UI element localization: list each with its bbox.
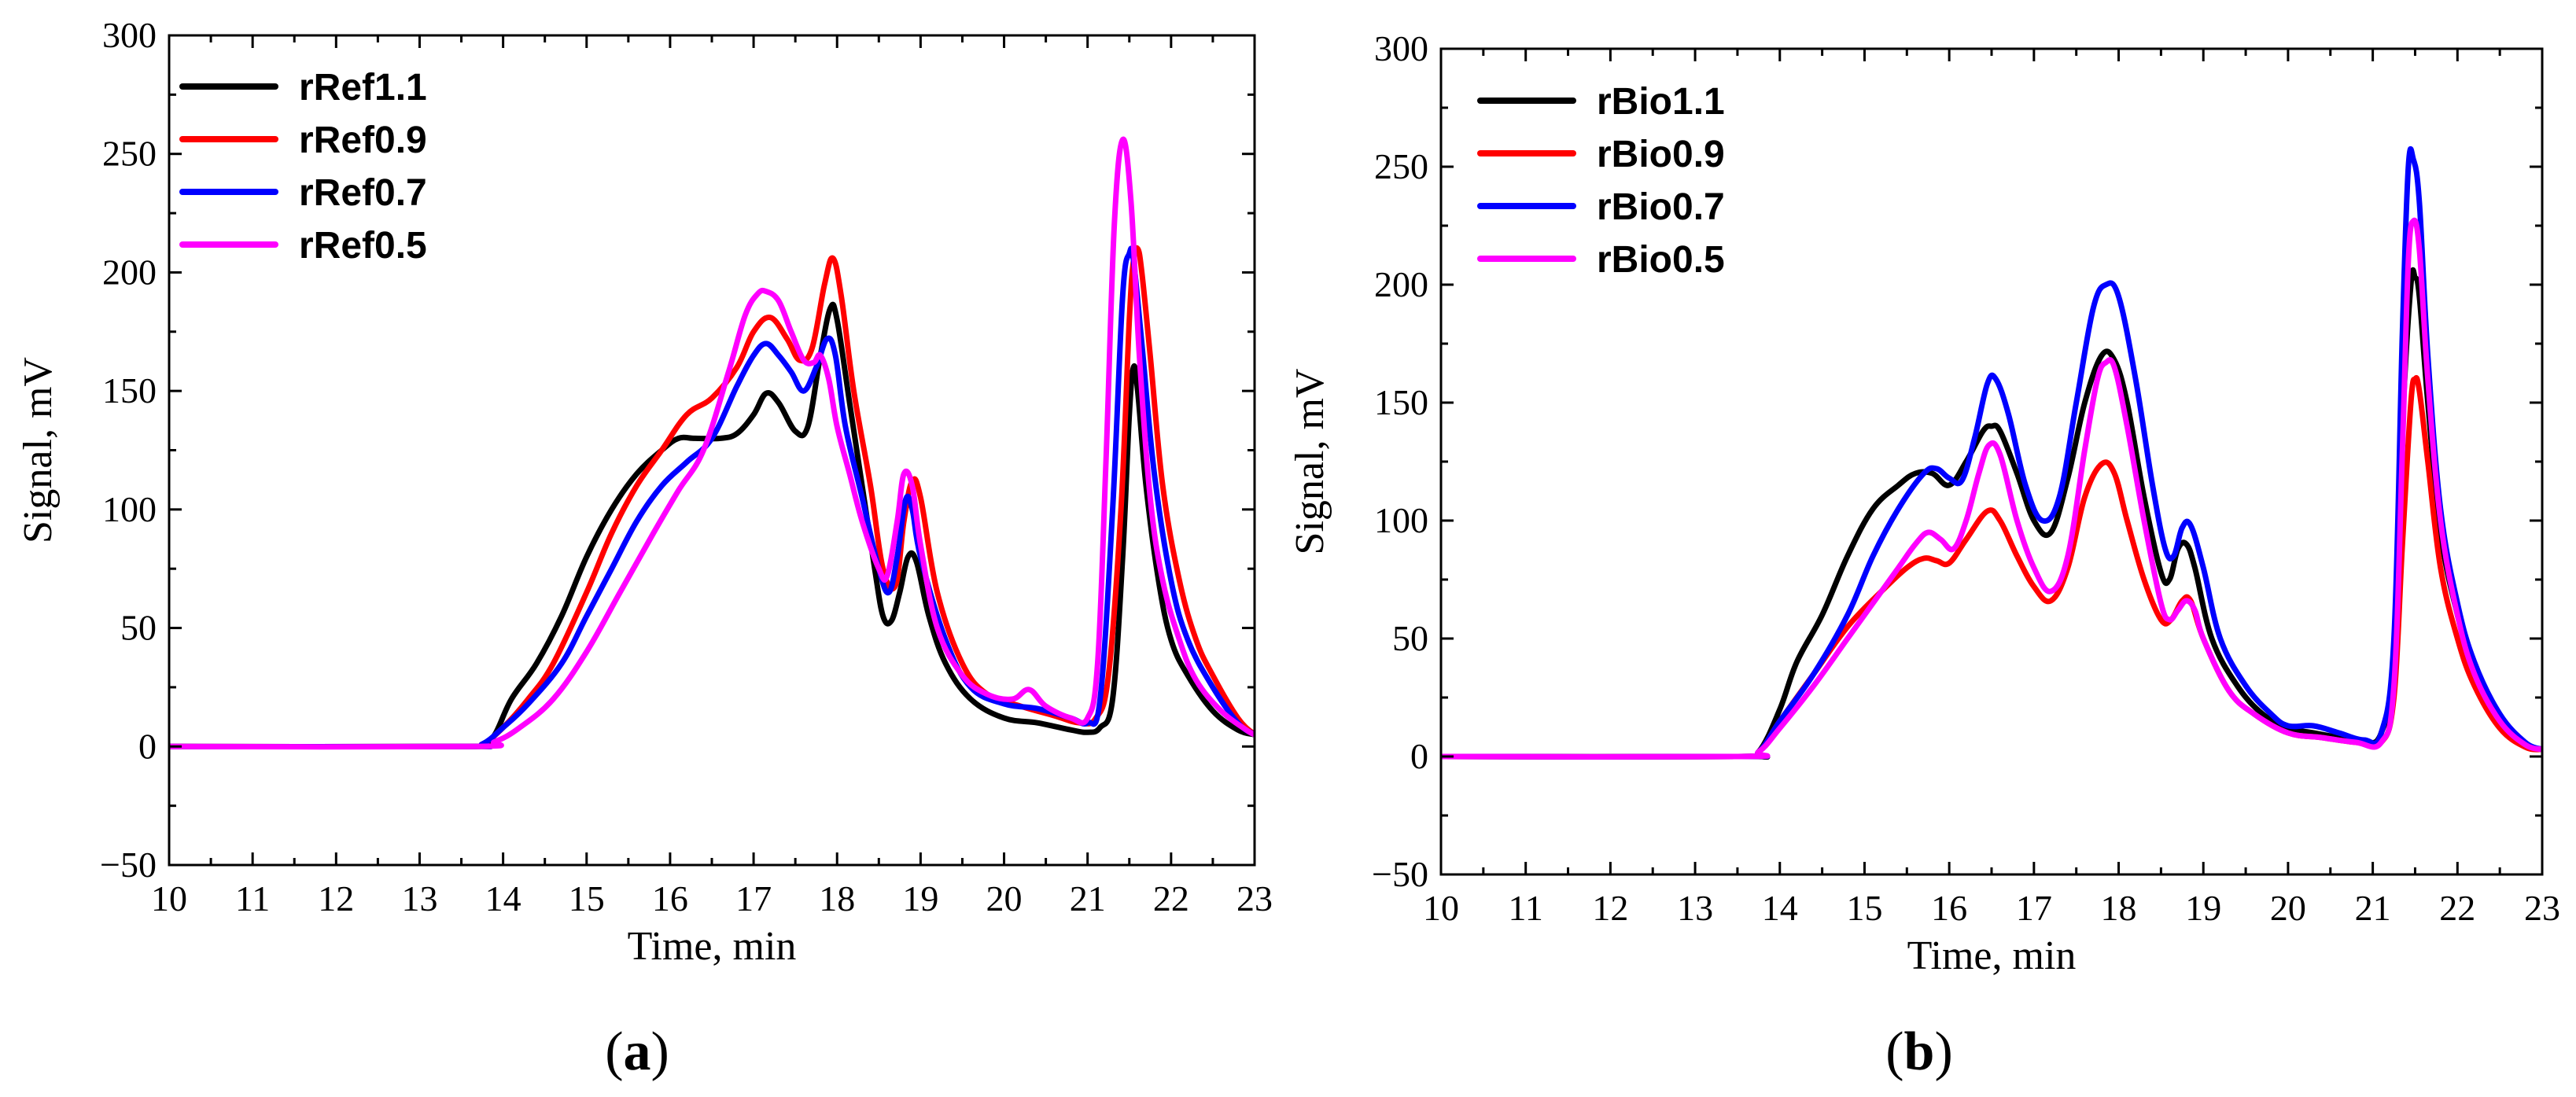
series-line-rRef0.5 <box>169 136 1255 750</box>
series-line-rRef0.9 <box>169 245 1255 750</box>
x-tick-label: 18 <box>2101 888 2137 928</box>
x-tick-label: 11 <box>1509 888 1543 928</box>
legend-label: rBio0.9 <box>1597 134 1725 175</box>
series-line-rRef0.7 <box>169 245 1255 750</box>
x-tick-label: 15 <box>569 878 605 918</box>
panel-label: (b) <box>1885 1022 1953 1082</box>
x-tick-label: 16 <box>652 878 688 918</box>
x-tick-label: 18 <box>819 878 855 918</box>
x-tick-label: 12 <box>1592 888 1628 928</box>
series-line-rRef1.1 <box>169 301 1255 750</box>
x-tick-label: 11 <box>235 878 270 918</box>
legend-label: rBio1.1 <box>1597 81 1725 123</box>
y-tick-label: 0 <box>1410 736 1428 776</box>
series-group <box>1441 145 2542 760</box>
legend-label: rBio0.7 <box>1597 186 1725 228</box>
series-line-rBio1.1 <box>1441 267 2542 760</box>
panel-label-close: ) <box>1934 1022 1952 1082</box>
x-tick-label: 17 <box>2016 888 2052 928</box>
x-tick-label: 22 <box>2439 888 2475 928</box>
x-axis-title: Time, min <box>628 924 797 969</box>
x-tick-label: 23 <box>1236 878 1273 918</box>
legend-label: rBio0.5 <box>1597 239 1725 281</box>
series-line-rBio0.7 <box>1441 145 2542 760</box>
legend-label: rRef0.5 <box>299 225 427 267</box>
x-tick-label: 19 <box>902 878 938 918</box>
x-tick-label: 23 <box>2524 888 2560 928</box>
y-tick-label: 100 <box>102 489 157 529</box>
x-tick-label: 10 <box>1423 888 1459 928</box>
y-tick-label: 250 <box>102 134 157 174</box>
y-tick-label: 50 <box>120 608 157 648</box>
chart-panel-a: 10 11 12 13 14 15 16 17 18 19 20 21 22 23 −50 0 50 100 150… <box>16 15 1273 1082</box>
x-tick-label: 14 <box>485 878 521 918</box>
x-tick-label: 17 <box>735 878 772 918</box>
y-axis-title: Signal, mV <box>16 357 61 543</box>
x-axis-title: Time, min <box>1907 933 2077 978</box>
x-tick-label: 20 <box>986 878 1023 918</box>
x-tick-label: 13 <box>401 878 437 918</box>
x-tick-label: 20 <box>2270 888 2306 928</box>
y-axis-title: Signal, mV <box>1288 369 1332 555</box>
panel-label: (a) <box>605 1022 669 1082</box>
y-tick-label: 150 <box>102 370 157 410</box>
y-tick-label: −50 <box>1372 854 1428 894</box>
x-tick-label: 19 <box>2185 888 2221 928</box>
y-tick-label: 250 <box>1374 146 1428 186</box>
series-group <box>169 136 1255 750</box>
y-tick-label: 200 <box>102 252 157 292</box>
panel-label-close: ) <box>651 1022 669 1082</box>
y-tick-label: 50 <box>1392 618 1428 658</box>
y-tick-label: 200 <box>1374 264 1428 304</box>
x-tick-label: 22 <box>1153 878 1189 918</box>
chart-panel-b: 10 11 12 13 14 15 16 17 18 19 20 21 22 23 −50 0 50 100 150… <box>1288 28 2560 1082</box>
x-tick-label: 10 <box>151 878 187 918</box>
x-tick-label: 21 <box>1070 878 1106 918</box>
x-tick-label: 16 <box>1931 888 1967 928</box>
x-tick-label: 21 <box>2355 888 2391 928</box>
series-line-rBio0.5 <box>1441 217 2542 760</box>
y-tick-label: 300 <box>102 15 157 55</box>
panel-label-letter: b <box>1904 1022 1935 1082</box>
y-tick-label: 300 <box>1374 28 1428 68</box>
legend-label: rRef0.7 <box>299 172 427 214</box>
x-tick-label: 15 <box>1846 888 1882 928</box>
series-line-rBio0.9 <box>1441 375 2542 760</box>
y-tick-label: 150 <box>1374 382 1428 422</box>
panel-label-letter: a <box>624 1022 651 1082</box>
legend-label: rRef1.1 <box>299 67 427 109</box>
x-tick-label: 12 <box>318 878 354 918</box>
legend-label: rRef0.9 <box>299 120 427 161</box>
x-tick-label: 14 <box>1762 888 1798 928</box>
panel-label-open: ( <box>1885 1022 1903 1082</box>
x-tick-label: 13 <box>1677 888 1713 928</box>
y-tick-label: 0 <box>138 726 157 766</box>
y-tick-label: −50 <box>100 845 157 885</box>
y-tick-label: 100 <box>1374 500 1428 540</box>
panel-label-open: ( <box>605 1022 623 1082</box>
